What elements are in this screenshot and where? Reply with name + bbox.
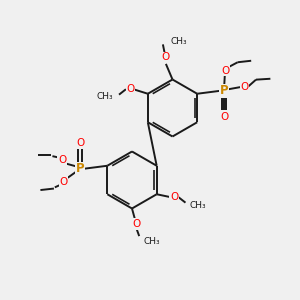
Text: CH₃: CH₃	[97, 92, 114, 101]
Text: O: O	[58, 155, 66, 165]
Text: P: P	[76, 162, 85, 175]
Text: O: O	[76, 138, 84, 148]
Text: O: O	[220, 112, 228, 122]
Text: O: O	[132, 219, 141, 229]
Text: O: O	[241, 82, 249, 92]
Text: P: P	[220, 84, 229, 97]
Text: CH₃: CH₃	[189, 200, 206, 209]
Text: O: O	[162, 52, 170, 62]
Text: O: O	[59, 177, 68, 187]
Text: CH₃: CH₃	[170, 37, 187, 46]
Text: O: O	[170, 192, 178, 202]
Text: O: O	[126, 84, 134, 94]
Text: O: O	[222, 66, 230, 76]
Text: CH₃: CH₃	[143, 237, 160, 246]
